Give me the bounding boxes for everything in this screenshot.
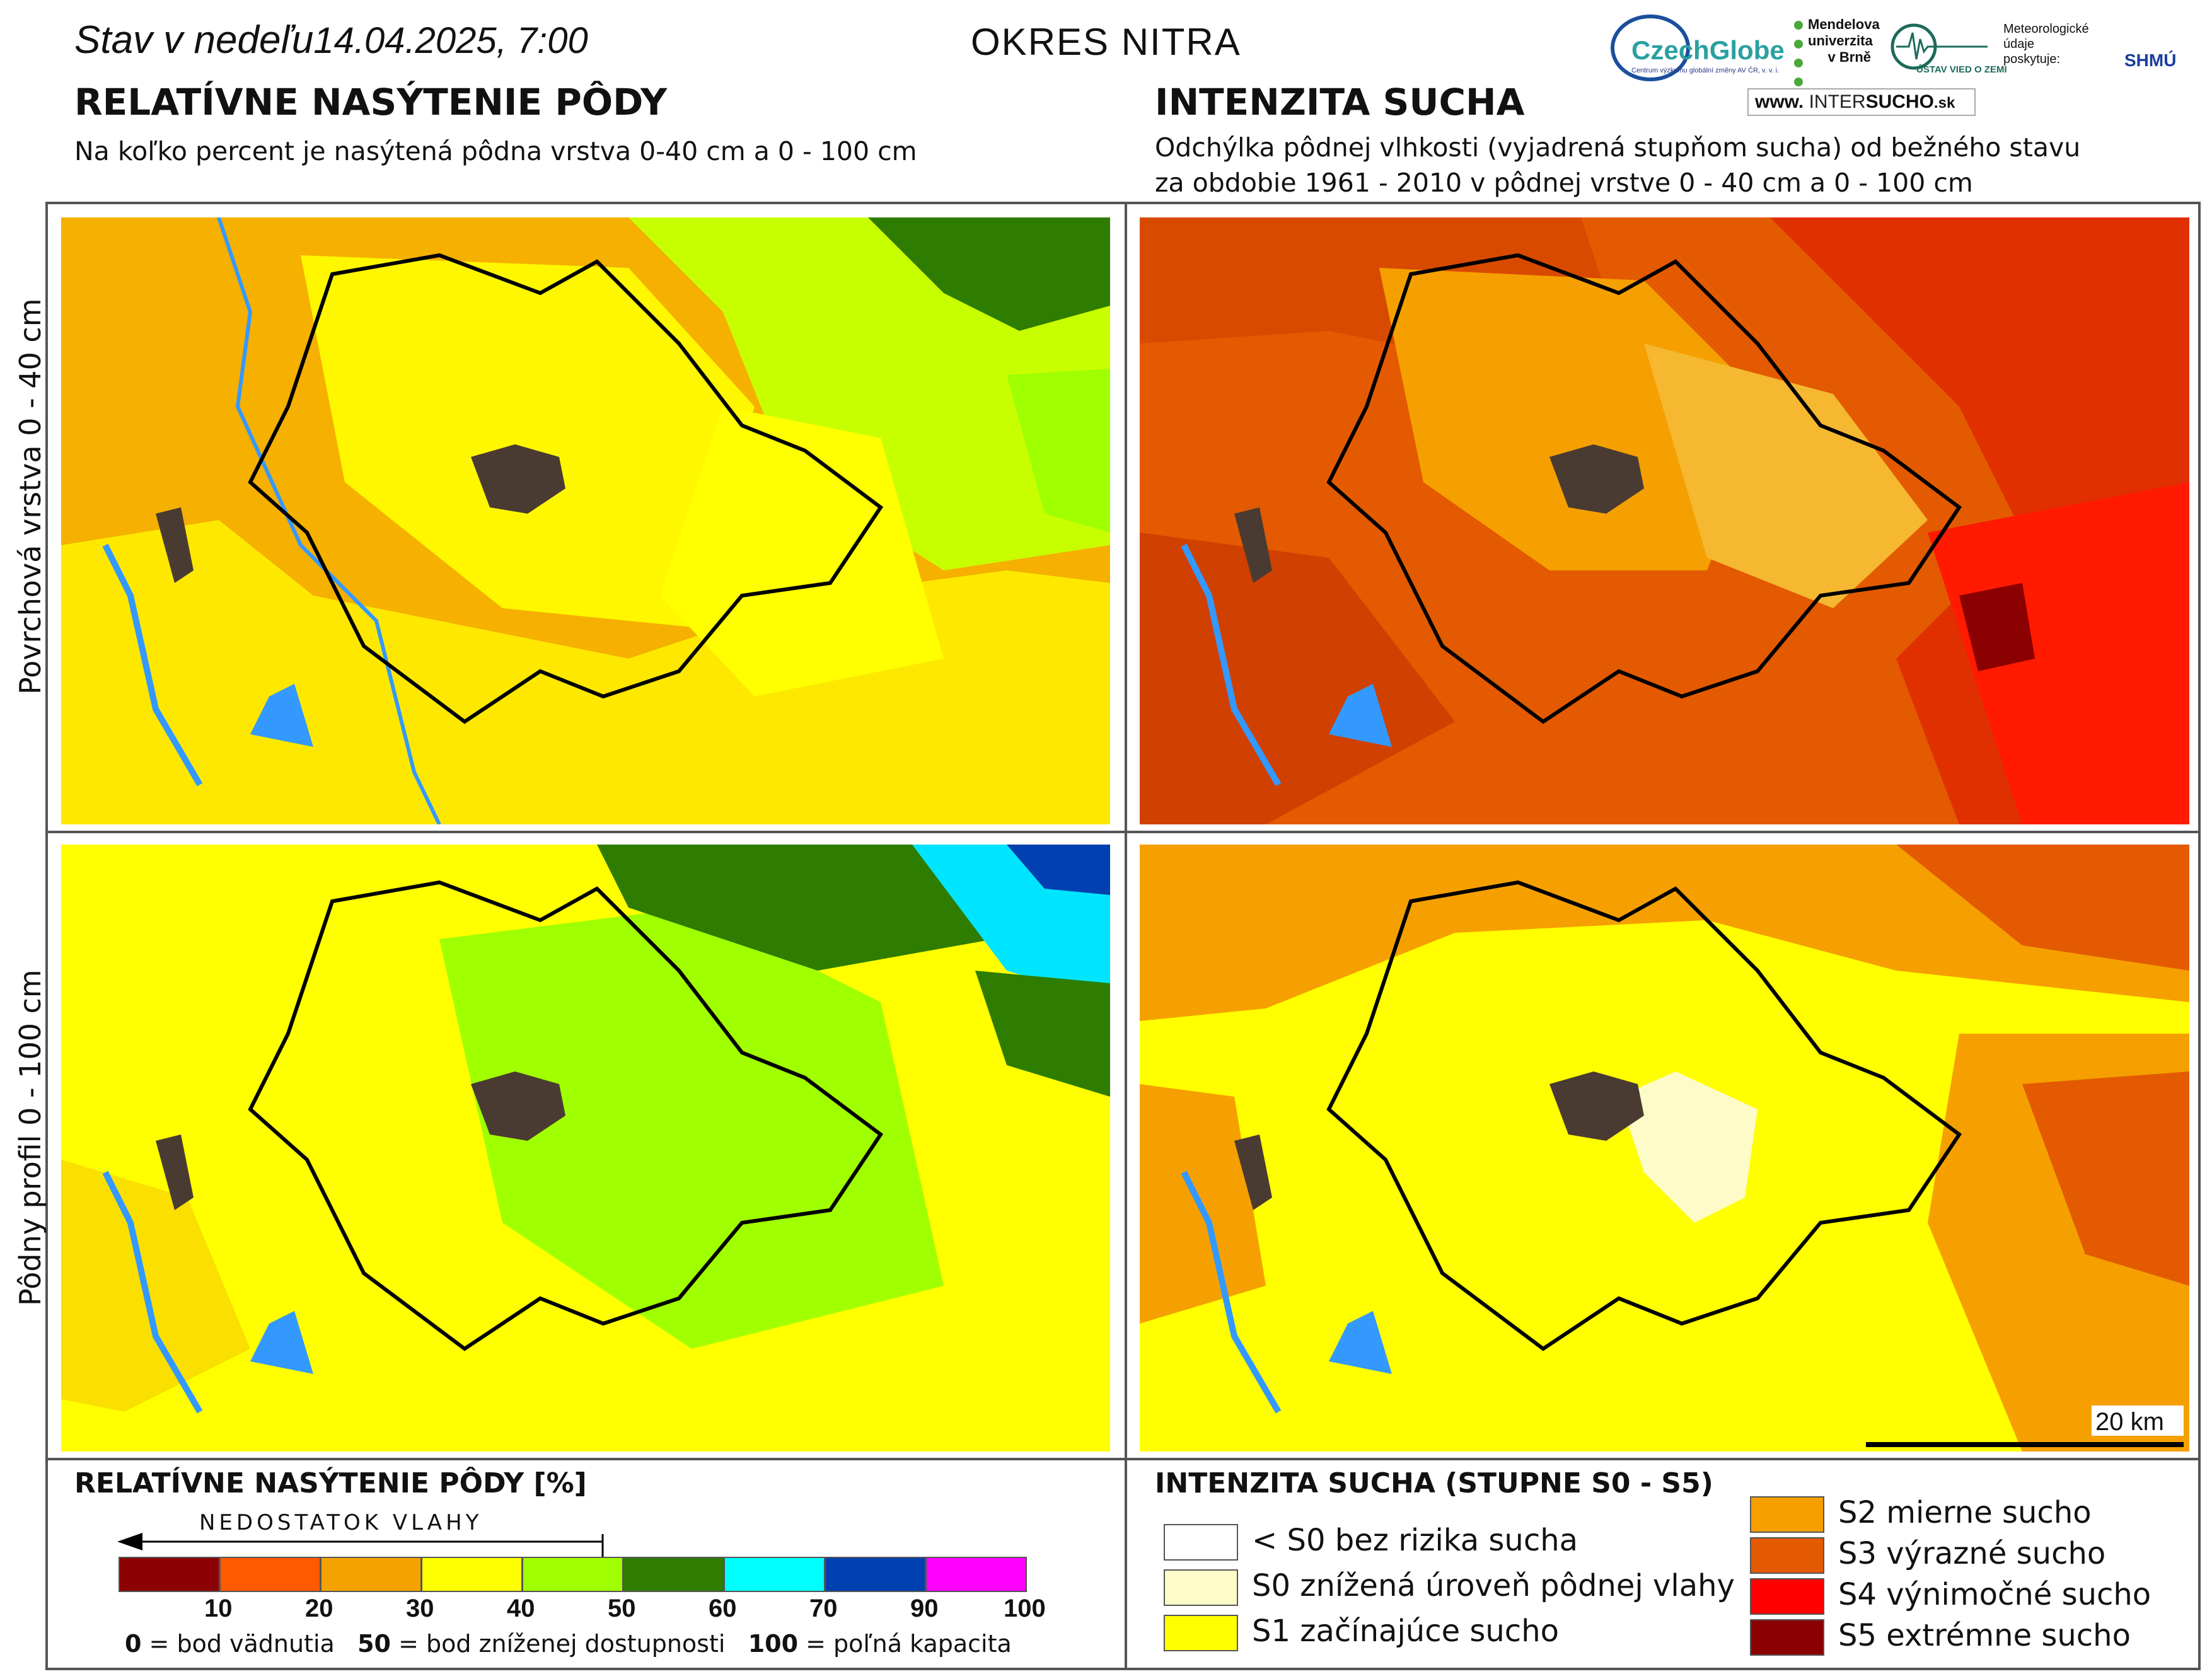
saturation-legend-title: RELATÍVNE NASÝTENIE PÔDY [%] — [74, 1467, 587, 1499]
czechglobe-logo-subtext: Centrum výzkumu globální změny AV ČR, v.… — [1631, 67, 1780, 74]
drought-legend-label: < S0 bez rizika sucha — [1252, 1523, 1578, 1558]
saturation-swatch — [421, 1557, 523, 1592]
drought-legend-label: S0 znížená úroveň pôdnej vlahy — [1252, 1568, 1735, 1603]
saturation-tick-label: 100 — [1004, 1595, 1046, 1622]
date-prefix: Stav v nedeľu — [74, 18, 314, 62]
right-panel-title: INTENZITA SUCHA — [1155, 81, 1525, 124]
arrow-label: NEDOSTATOK VLAHY — [199, 1510, 483, 1535]
drought-legend-swatch — [1750, 1496, 1824, 1533]
meteo-line-1: Meteorologické — [2003, 22, 2089, 36]
map-drought-profile — [1140, 845, 2189, 1452]
saturation-color-bar — [119, 1557, 1027, 1592]
note-50-text: = bod zníženej dostupnosti — [398, 1630, 726, 1658]
ustav-logo — [1890, 20, 1991, 83]
mendelu-logo-icon — [1792, 18, 1855, 87]
saturation-tick-label: 40 — [507, 1595, 535, 1622]
left-panel-subtitle: Na koľko percent je nasýtená pôdna vrstv… — [74, 136, 917, 166]
map-saturation-topsoil — [61, 217, 1110, 824]
drought-legend-swatch — [1164, 1569, 1238, 1606]
date-line: Stav v nedeľu14.04.2025, 7:00 — [74, 18, 588, 62]
drought-legend-swatch — [1164, 1524, 1238, 1561]
scale-bar-label: 20 km — [2095, 1408, 2164, 1436]
note-0-text: = bod vädnutia — [149, 1630, 335, 1658]
saturation-tick-label: 10 — [204, 1595, 233, 1622]
saturation-tick-label: 50 — [608, 1595, 636, 1622]
mendelu-line-3: v Brně — [1827, 49, 1871, 65]
note-50-num: 50 — [357, 1630, 391, 1658]
partner-logos-graphic — [1611, 14, 1690, 81]
saturation-tick-label: 60 — [709, 1595, 737, 1622]
saturation-tick-label: 70 — [809, 1595, 838, 1622]
row-divider — [45, 831, 2201, 833]
right-panel-subtitle-1: Odchýlka pôdnej vlhkosti (vyjadrená stup… — [1155, 132, 2081, 163]
saturation-swatch — [522, 1557, 623, 1592]
saturation-swatch — [119, 1557, 220, 1592]
drought-legend-swatch — [1750, 1619, 1824, 1656]
deficit-arrow-icon — [117, 1533, 604, 1557]
drought-legend-swatch — [1164, 1615, 1238, 1651]
partner-logos: CzechGlobe Centrum výzkumu globální změn… — [1607, 11, 2200, 122]
shmu-logo: SHMÚ — [2124, 50, 2177, 70]
row-label-profile: Pôdny profil 0 - 100 cm — [13, 969, 47, 1306]
saturation-tick-label: 20 — [305, 1595, 333, 1622]
web-sucho: SUCHO — [1865, 91, 1934, 112]
mendelu-dots-graphic — [1794, 21, 1803, 86]
saturation-swatch — [320, 1557, 422, 1592]
meteo-provider-text: Meteorologické údaje poskytuje: — [2003, 21, 2089, 67]
right-panel-frame — [1125, 202, 2201, 1670]
saturation-tick-label: 30 — [406, 1595, 434, 1622]
web-inter: INTER — [1809, 91, 1866, 112]
meteo-line-3: poskytuje: — [2003, 52, 2061, 66]
saturation-note: 0 = bod vädnutia 50 = bod zníženej dostu… — [125, 1630, 1012, 1658]
ustav-logo-text: ÚSTAV VIED O ZEMI — [1916, 64, 2007, 75]
drought-legend-label: S4 výnimočné sucho — [1838, 1577, 2151, 1612]
left-panel-title: RELATÍVNE NASÝTENIE PÔDY — [74, 81, 668, 124]
map-drought-topsoil — [1140, 217, 2189, 824]
saturation-swatch — [219, 1557, 321, 1592]
right-panel-subtitle-2: za obdobie 1961 - 2010 v pôdnej vrstve 0… — [1155, 168, 1973, 198]
note-0-num: 0 — [125, 1630, 142, 1658]
drought-legend-swatch — [1750, 1578, 1824, 1615]
drought-legend-title: INTENZITA SUCHA (STUPNE S0 - S5) — [1155, 1467, 1713, 1499]
meteo-line-2: údaje — [2003, 37, 2034, 51]
district-title: OKRES NITRA — [971, 21, 1241, 63]
drought-legend-label: S1 začínajúce sucho — [1252, 1613, 1559, 1649]
mendelu-line-2: univerzita — [1808, 33, 1873, 49]
row-label-topsoil: Povrchová vrstva 0 - 40 cm — [13, 298, 47, 695]
note-100-num: 100 — [748, 1630, 799, 1658]
legend-divider — [45, 1458, 2201, 1460]
drought-legend-swatch — [1750, 1537, 1824, 1574]
saturation-tick-label: 90 — [910, 1595, 939, 1622]
web-prefix: www. — [1755, 91, 1804, 112]
mendelu-logo-text: Mendelova univerzita v Brně — [1808, 16, 1880, 66]
saturation-swatch — [724, 1557, 825, 1592]
saturation-swatch — [925, 1557, 1027, 1592]
drought-legend-label: S2 mierne sucho — [1838, 1495, 2092, 1530]
intersucho-web-link[interactable]: www. INTERSUCHO.sk — [1747, 88, 1976, 116]
saturation-swatch — [825, 1557, 926, 1592]
czechglobe-logo-icon — [1611, 14, 1690, 81]
saturation-swatch — [623, 1557, 724, 1592]
date-value: 14.04.2025, 7:00 — [313, 20, 588, 61]
drought-legend-label: S5 extrémne sucho — [1838, 1618, 2131, 1653]
mendelu-line-1: Mendelova — [1808, 16, 1880, 32]
web-suffix: .sk — [1933, 95, 1955, 112]
drought-legend-label: S3 výrazné sucho — [1838, 1536, 2106, 1571]
czechglobe-logo-text: CzechGlobe — [1631, 35, 1785, 65]
map-saturation-profile — [61, 845, 1110, 1452]
ustav-logo-graphic — [1891, 23, 1988, 70]
note-100-text: = poľná kapacita — [806, 1630, 1012, 1658]
